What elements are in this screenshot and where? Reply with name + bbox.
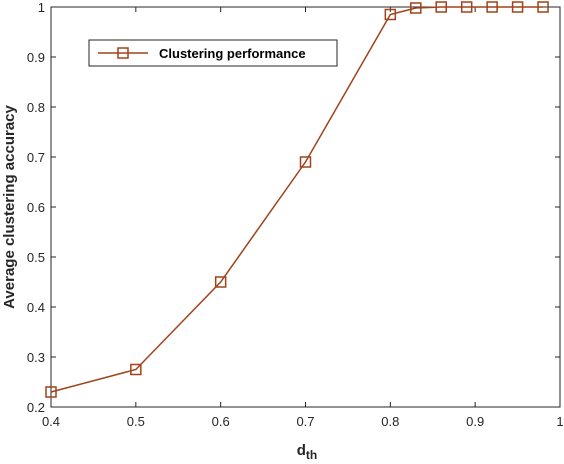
x-tick-label: 0.5	[127, 414, 145, 429]
x-axis-title-main: d	[297, 442, 306, 459]
legend: Clustering performance	[88, 39, 338, 67]
data-point-marker	[410, 2, 422, 14]
y-tick-label: 0.9	[27, 50, 45, 65]
data-point-marker	[511, 1, 524, 13]
y-tick-label: 0.5	[27, 250, 45, 265]
x-tick-label: 1	[556, 414, 563, 429]
series-layer	[45, 1, 549, 398]
data-point-marker	[214, 276, 227, 288]
y-tick-label: 0.4	[27, 300, 45, 315]
legend-marker-swatch	[117, 47, 129, 59]
legend-label: Clustering performance	[159, 46, 306, 61]
data-point-marker	[45, 386, 57, 398]
series-line	[50, 6, 544, 393]
data-point-marker	[130, 363, 142, 376]
y-tick-label: 0.3	[27, 350, 45, 365]
data-point-marker	[435, 1, 447, 13]
x-tick-label: 0.9	[466, 414, 484, 429]
plot-axes: 0.4 0.5 0.6 0.7 0.8 0.9 1 0.2 0.3 0.4 0.5 0.6 0.7 0.8…	[27, 0, 564, 429]
y-tick-label: 0.7	[27, 150, 45, 165]
data-point-marker	[299, 156, 312, 168]
data-point-marker	[384, 8, 397, 21]
y-tick-label: 1	[38, 0, 45, 15]
data-point-marker	[460, 1, 473, 13]
x-axis-title: dth	[297, 442, 318, 462]
data-point-marker	[486, 1, 498, 13]
plot-frame	[50, 6, 561, 408]
x-tick-label: 0.6	[212, 414, 230, 429]
data-point-marker	[537, 1, 549, 13]
x-axis-title-subscript: th	[306, 448, 317, 462]
y-tick-label: 0.8	[27, 100, 45, 115]
y-axis-title: Average clustering accuracy	[1, 104, 18, 308]
y-tick-label: 0.6	[27, 200, 45, 215]
x-tick-label: 0.8	[381, 414, 399, 429]
x-tick-label: 0.7	[296, 414, 314, 429]
y-tick-label: 0.2	[27, 400, 45, 415]
x-tick-label: 0.4	[42, 414, 60, 429]
